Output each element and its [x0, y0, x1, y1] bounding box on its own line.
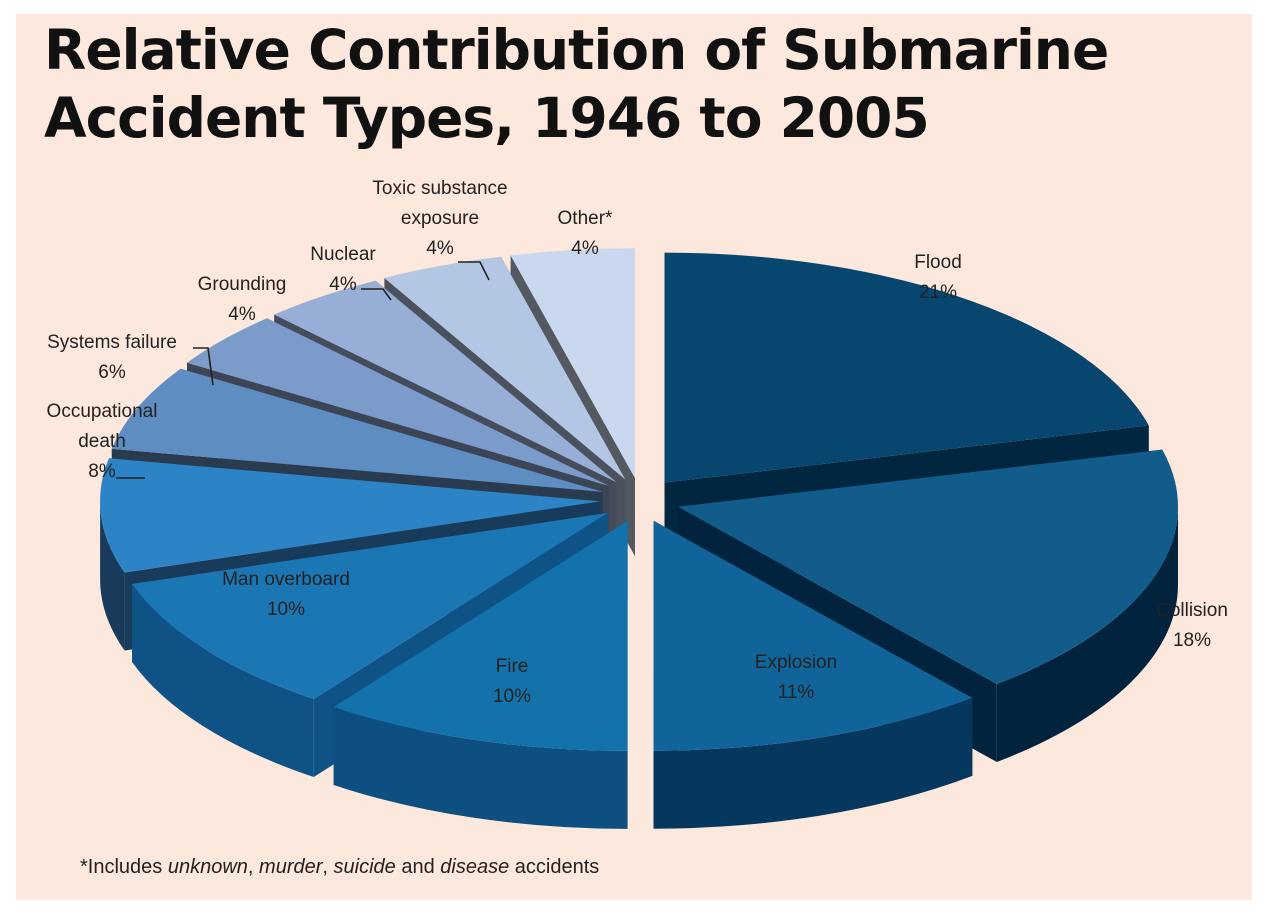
- pie-slice-side-fire: [333, 707, 628, 829]
- slice-label-line: 4%: [329, 274, 357, 295]
- pie-slice-top-nuclear: [274, 280, 617, 483]
- slice-label-collision: Collision 18%: [1156, 600, 1228, 651]
- footnote-separator: ,: [247, 856, 260, 878]
- chart-title-line-2: Accident Types, 1946 to 2005: [44, 86, 930, 150]
- pie-slice-top-grounding: [187, 318, 610, 486]
- pie-slice-top-occupational-death: [100, 458, 601, 573]
- slice-label-line: 18%: [1173, 630, 1211, 651]
- pie-slice-side-collision: [996, 506, 1179, 762]
- slice-label-line: Explosion: [755, 652, 837, 673]
- pie-slice-top-man-overboard: [132, 512, 608, 699]
- slice-label-flood: Flood 21%: [914, 252, 962, 303]
- chart-title: Relative Contribution of Submarine Accid…: [44, 16, 1109, 152]
- slice-label-line: 8%: [88, 461, 116, 482]
- slice-label-line: 4%: [571, 238, 599, 259]
- leader-line-toxic-substance-exposure: [458, 261, 490, 281]
- slice-label-occupational-death: Occupational death 8%: [47, 401, 158, 482]
- slice-label-toxic-substance-exposure: Toxic substance exposure 4%: [372, 178, 507, 259]
- slice-label-line: Fire: [496, 656, 529, 677]
- slice-label-fire: Fire 10%: [493, 656, 531, 707]
- footnote-term-murder: murder: [259, 856, 323, 878]
- slice-label-line: Collision: [1156, 600, 1228, 621]
- footnote-term-suicide: suicide: [333, 856, 396, 878]
- pie-slices: [100, 248, 1179, 829]
- pie-slice-side-occupational-death: [100, 501, 125, 651]
- slice-label-line: Other*: [558, 208, 614, 229]
- slice-label-line: 10%: [267, 599, 305, 620]
- footnote-prefix: *Includes: [80, 856, 168, 878]
- slice-label-explosion: Explosion 11%: [755, 652, 837, 703]
- slice-label-line: Systems failure: [47, 332, 177, 353]
- slice-label-line: 6%: [98, 362, 126, 383]
- leader-line-nuclear: [361, 288, 392, 301]
- pie-slice-side-explosion: [653, 697, 973, 829]
- label-leader-lines: [116, 261, 490, 479]
- footnote-suffix: accidents: [509, 856, 600, 878]
- slice-label-line: 10%: [493, 686, 531, 707]
- footnote-term-disease: disease: [440, 856, 510, 878]
- slice-label-line: 11%: [778, 682, 815, 703]
- slice-label-line: Man overboard: [222, 569, 350, 590]
- pie-slice-top-toxic-substance-exposure: [384, 256, 626, 480]
- leader-line-systems-failure: [193, 347, 214, 386]
- slice-label-line: Grounding: [198, 274, 287, 295]
- slice-label-grounding: Grounding 4%: [198, 274, 287, 325]
- chart-title-line-1: Relative Contribution of Submarine: [44, 18, 1109, 82]
- slice-label-line: exposure: [401, 208, 479, 229]
- slice-label-line: 4%: [228, 304, 256, 325]
- slice-label-line: Flood: [914, 252, 962, 273]
- footnote: *Includes unknown, murder, suicide and d…: [80, 856, 599, 879]
- slice-label-line: Toxic substance: [372, 178, 507, 199]
- pie-slice-top-flood: [664, 252, 1149, 483]
- slice-label-line: Occupational: [47, 401, 158, 422]
- slice-label-systems-failure: Systems failure 6%: [47, 332, 177, 383]
- slice-label-line: Nuclear: [310, 244, 376, 265]
- pie-slice-fire: [333, 520, 628, 829]
- pie-slice-top-other: [510, 248, 635, 479]
- pie-slice-top-collision: [678, 449, 1179, 684]
- pie-slice-top-systems-failure: [111, 368, 603, 492]
- pie-slice-top-fire: [333, 520, 628, 751]
- slice-label-line: 21%: [919, 282, 957, 303]
- slice-label-other: Other* 4%: [558, 208, 614, 259]
- slice-label-man-overboard: Man overboard 10%: [222, 569, 350, 620]
- slice-label-line: 4%: [426, 238, 454, 259]
- footnote-separator: ,: [322, 856, 334, 878]
- slice-label-nuclear: Nuclear 4%: [310, 244, 376, 295]
- footnote-term-unknown: unknown: [167, 856, 248, 878]
- pie-slice-side-man-overboard: [132, 584, 314, 777]
- pie-slice-explosion: [653, 520, 973, 829]
- footnote-separator: and: [395, 856, 441, 878]
- slice-label-line: death: [78, 431, 126, 452]
- pie-slice-top-explosion: [653, 520, 973, 751]
- slice-labels: Flood 21%Collision 18%Explosion 11%Fire 10%M…: [47, 178, 1228, 707]
